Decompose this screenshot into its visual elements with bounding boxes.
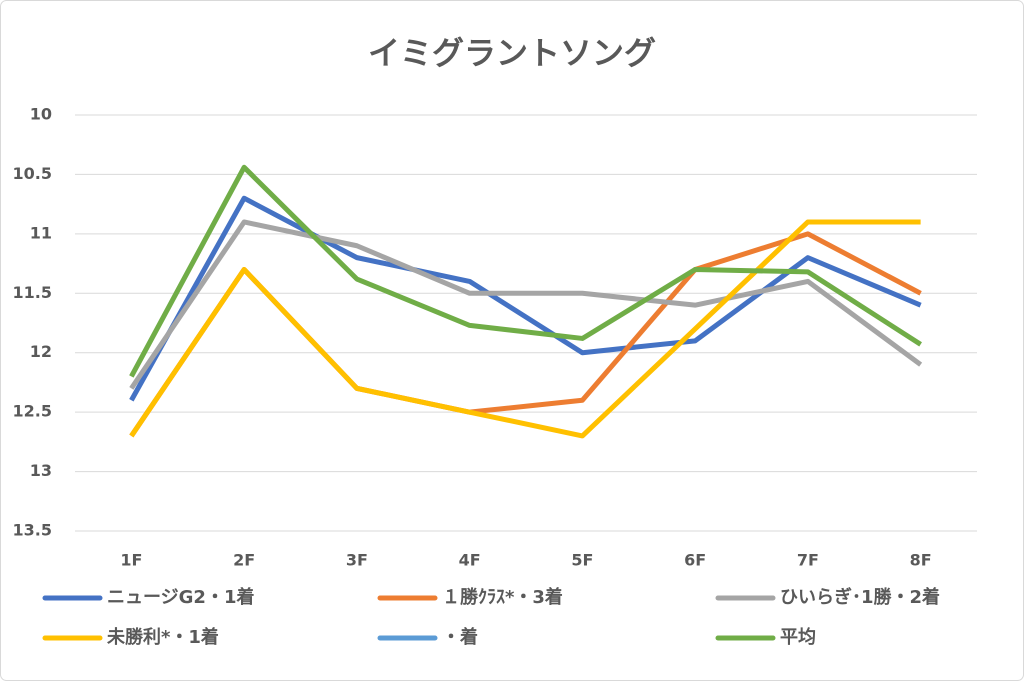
x-tick-label: 3F — [346, 551, 368, 570]
series-line — [129, 164, 922, 378]
legend-label: 未勝利*・1着 — [107, 626, 219, 648]
x-tick-label: 8F — [910, 551, 932, 570]
x-tick-label: 1F — [120, 551, 142, 570]
y-tick-label: 13 — [30, 461, 52, 480]
series-line — [129, 219, 923, 390]
y-tick-label: 12 — [30, 342, 52, 361]
y-tick-label: 10 — [30, 105, 52, 124]
y-tick-label: 11.5 — [13, 283, 52, 302]
legend-label: ひいらぎ･1勝・2着 — [780, 586, 940, 608]
x-tick-label: 7F — [797, 551, 819, 570]
y-tick-label: 10.5 — [13, 164, 52, 183]
x-tick-label: 6F — [684, 551, 706, 570]
legend-label: ・着 — [442, 626, 478, 648]
x-tick-label: 2F — [233, 551, 255, 570]
legend-label: 平均 — [780, 626, 816, 648]
y-tick-label: 13.5 — [13, 521, 52, 540]
legend-label: １勝ｸﾗｽ*・3着 — [442, 586, 563, 608]
legend-label: ニュージG2・1着 — [107, 586, 254, 608]
y-tick-label: 12.5 — [13, 402, 52, 421]
series-line — [129, 219, 921, 439]
x-tick-label: 4F — [459, 551, 481, 570]
chart-title: イミグラントソング — [368, 34, 656, 72]
y-tick-label: 11 — [30, 223, 52, 242]
x-tick-label: 5F — [571, 551, 593, 570]
